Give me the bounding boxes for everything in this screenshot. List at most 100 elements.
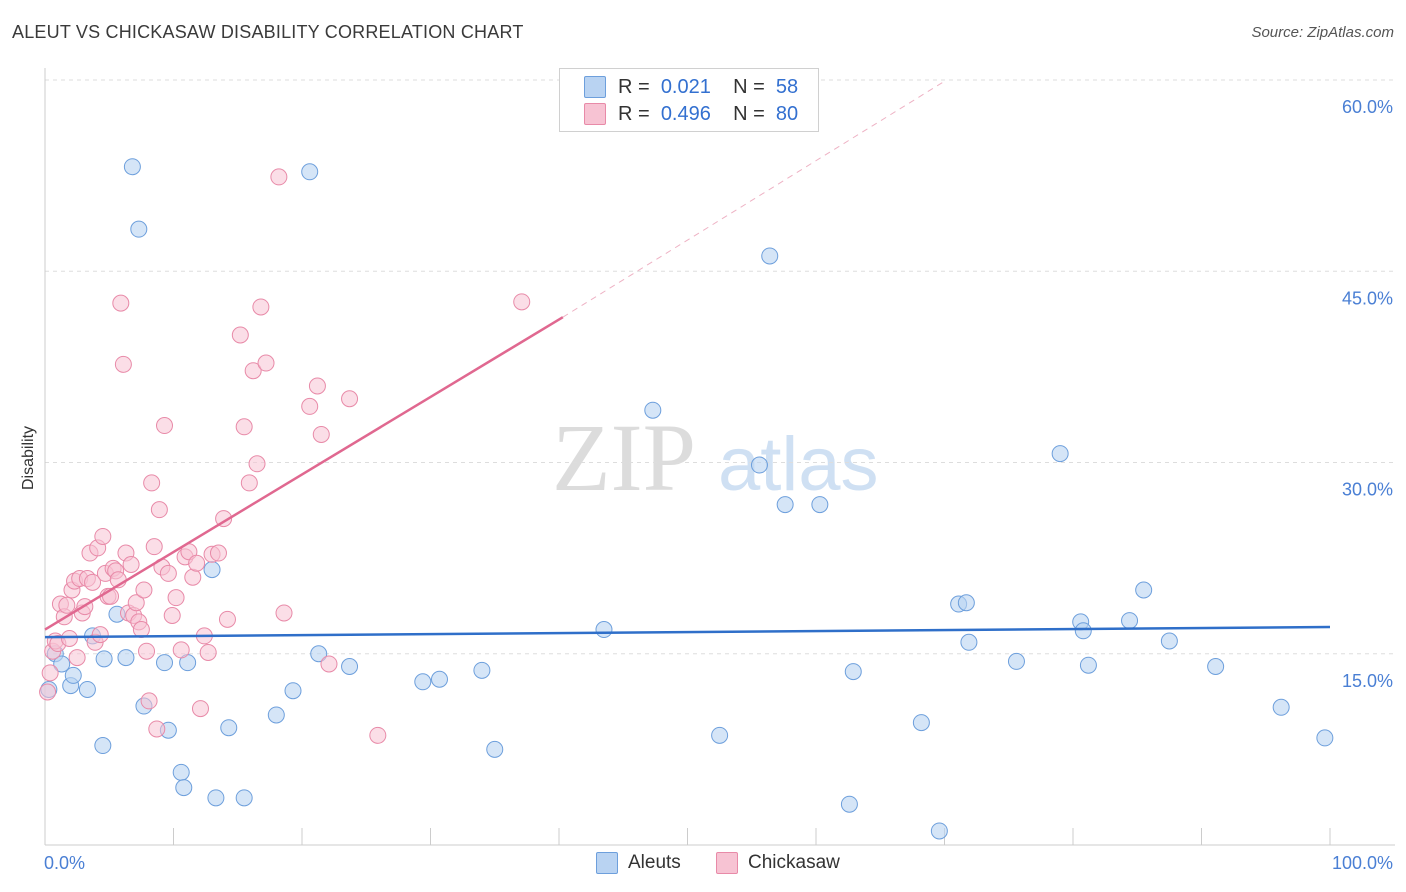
aleut-point	[750, 456, 768, 474]
aleut-point	[844, 663, 862, 681]
aleut-point	[310, 645, 328, 663]
bottom-legend-chickasaw: Chickasaw	[716, 852, 840, 874]
chickasaw-point	[140, 692, 158, 710]
n-label: N =	[733, 75, 765, 98]
source-label: Source: ZipAtlas.com	[1251, 24, 1394, 41]
chickasaw-point	[209, 544, 227, 562]
chickasaw-point	[112, 294, 130, 312]
aleut-point	[175, 779, 193, 797]
aleut-point	[1051, 445, 1069, 463]
chickasaw-point	[127, 594, 145, 612]
aleut-point	[840, 795, 858, 813]
aleut-point	[1079, 656, 1097, 674]
chickasaw-point	[39, 683, 57, 701]
chickasaw-point	[156, 417, 174, 435]
aleuts-legend-swatch	[596, 852, 618, 874]
chickasaw-point	[248, 455, 266, 473]
chickasaw-legend-label: Chickasaw	[748, 852, 840, 873]
r-label: R =	[618, 75, 650, 98]
axes	[44, 68, 1395, 846]
aleut-trend-line	[44, 625, 1331, 639]
x-tick-label-min: 0.0%	[44, 853, 85, 873]
aleut-point	[130, 220, 148, 238]
aleut-point	[1207, 658, 1225, 675]
chickasaw-point	[218, 610, 236, 628]
aleut-point	[78, 680, 96, 698]
aleut-point	[776, 496, 794, 514]
chickasaw-swatch	[584, 103, 606, 125]
watermark-atlas: atlas	[718, 422, 879, 507]
r-value: 0.496	[660, 102, 711, 125]
chickasaw-point	[235, 418, 253, 436]
aleut-point	[595, 621, 613, 639]
aleut-point	[64, 666, 82, 684]
chickasaw-point	[84, 573, 102, 591]
aleut-point	[207, 789, 225, 807]
chickasaw-point	[148, 720, 166, 738]
chickasaw-point	[41, 664, 59, 682]
aleut-point	[912, 714, 930, 732]
chickasaw-point	[138, 642, 156, 660]
chickasaw-point	[172, 641, 190, 659]
aleut-point	[761, 247, 779, 265]
aleut-point	[1316, 729, 1334, 747]
chickasaw-point	[231, 326, 249, 344]
chickasaw-point	[68, 649, 86, 667]
trend-lines	[44, 80, 1331, 639]
aleut-point	[1272, 698, 1290, 716]
chickasaw-point	[215, 510, 233, 528]
y-tick-label: 15.0%	[1342, 671, 1393, 691]
chickasaw-legend-swatch	[716, 852, 738, 874]
chickasaw-point	[163, 607, 181, 624]
bottom-legend-aleuts: Aleuts	[596, 852, 681, 874]
chickasaw-point	[320, 655, 338, 673]
aleut-point	[1074, 622, 1092, 640]
r-value: 0.021	[660, 75, 711, 98]
chickasaw-point	[122, 556, 140, 573]
n-label: N =	[733, 102, 765, 125]
chickasaw-trend-extension	[562, 80, 945, 318]
legend-text-chickasaw: R = 0.496 N = 80	[618, 103, 798, 126]
correlation-legend: R = 0.021 N = 58 R = 0.496 N = 80	[559, 68, 819, 132]
aleut-point	[235, 789, 253, 807]
chickasaw-point	[199, 643, 217, 661]
aleut-point	[430, 670, 448, 688]
r-label: R =	[618, 102, 650, 125]
chickasaw-point	[513, 293, 531, 311]
chickasaw-point	[150, 501, 168, 519]
chickasaw-points	[39, 168, 531, 744]
aleut-point	[123, 158, 141, 176]
chickasaw-point	[252, 298, 270, 316]
chickasaw-point	[240, 474, 258, 492]
aleut-point	[1160, 632, 1178, 650]
chickasaw-point	[312, 425, 330, 443]
aleut-point	[960, 633, 978, 651]
aleut-point	[53, 655, 71, 673]
aleut-point	[341, 658, 359, 675]
aleuts-swatch	[584, 76, 606, 98]
aleut-point	[486, 740, 504, 758]
x-tick-label-max: 100.0%	[1332, 853, 1393, 873]
n-value: 58	[775, 75, 799, 98]
aleut-point	[930, 822, 948, 840]
chickasaw-point	[270, 168, 288, 186]
chickasaw-point	[167, 589, 185, 607]
n-value: 80	[775, 102, 799, 125]
aleut-point	[711, 726, 729, 744]
chickasaw-point	[341, 390, 359, 408]
chickasaw-point	[91, 626, 109, 644]
chickasaw-point	[188, 554, 206, 572]
legend-text-aleuts: R = 0.021 N = 58	[618, 76, 798, 99]
chickasaw-point	[94, 527, 112, 545]
aleut-point	[301, 163, 319, 181]
aleut-point	[117, 649, 135, 667]
aleut-point	[1121, 612, 1139, 630]
aleut-point	[1135, 581, 1153, 599]
aleut-point	[156, 654, 174, 672]
chickasaw-point	[275, 604, 293, 622]
chickasaw-point	[145, 538, 163, 556]
y-tick-label: 30.0%	[1342, 480, 1393, 500]
chickasaw-point	[191, 700, 209, 718]
chickasaw-point	[135, 581, 153, 599]
aleut-point	[172, 763, 190, 781]
